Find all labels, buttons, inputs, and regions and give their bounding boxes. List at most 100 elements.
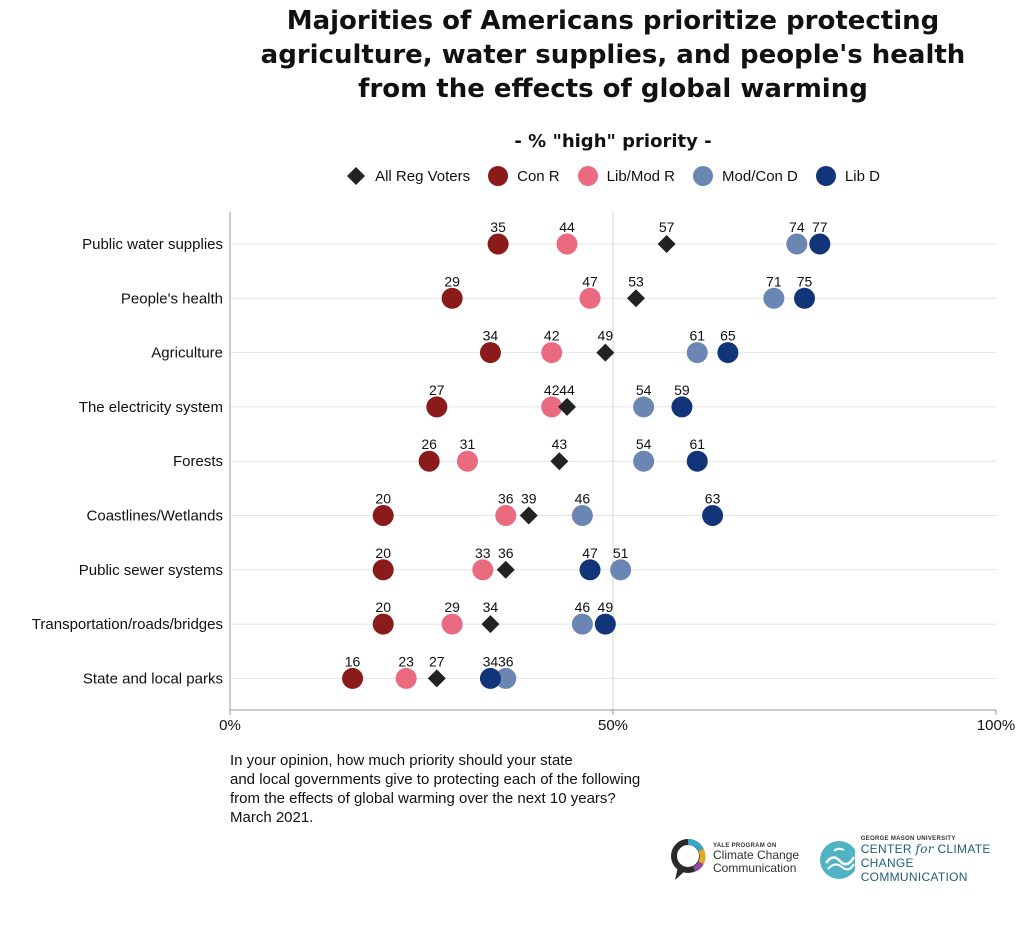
data-label-all: 39 [521, 491, 537, 507]
legend-marker-circle [815, 166, 836, 186]
point-libModR [456, 450, 478, 472]
row-label: Agriculture [151, 345, 223, 362]
point-all [626, 289, 645, 308]
yale-speech-bubble-icon [671, 839, 706, 880]
question-line: and local governments give to protecting… [230, 771, 641, 788]
data-label-all: 36 [498, 545, 514, 561]
survey-question: In your opinion, how much priority shoul… [230, 751, 690, 827]
gmu-wave-icon [820, 841, 855, 879]
point-modConD [571, 505, 593, 526]
point-modConD [571, 613, 593, 635]
legend-marker-diamond [347, 167, 366, 185]
data-label-libD: 61 [689, 436, 705, 452]
data-label-modConD: 74 [789, 219, 805, 235]
data-label-libD: 59 [674, 382, 690, 398]
data-label-conR: 27 [429, 382, 445, 398]
point-all [427, 669, 446, 688]
point-libModR [556, 233, 578, 255]
legend-label: Mod/Con D [722, 167, 798, 185]
legend-item-lib-d: Lib D [815, 166, 880, 186]
data-label-modConD: 61 [689, 328, 705, 344]
gmu-logo-line1: CENTER for CLIMATE CHANGE [861, 842, 1024, 870]
chart-legend: All Reg Voters Con R Lib/Mod R Mod/Con D… [230, 166, 996, 186]
point-libD [809, 233, 831, 255]
data-label-libD: 49 [598, 599, 614, 615]
data-label-conR: 20 [375, 491, 391, 507]
data-label-modConD: 54 [636, 382, 652, 398]
dot-plot: Public water supplies People's health Agri… [32, 212, 1015, 734]
data-label-libD: 47 [582, 545, 598, 561]
point-libModR [472, 559, 494, 581]
data-label-libModR: 42 [544, 328, 560, 344]
question-line: from the effects of global warming over … [230, 790, 616, 807]
legend-item-con-r: Con R [488, 166, 560, 186]
gmu-logo-line1-c: CLIMATE CHANGE [860, 842, 991, 870]
point-libD [794, 287, 815, 309]
point-all [496, 560, 515, 579]
x-tick-label: 0% [219, 717, 241, 734]
point-modConD [633, 396, 655, 418]
point-libD [579, 559, 601, 581]
point-modConD [610, 559, 632, 581]
legend-label: Lib/Mod R [606, 167, 676, 185]
data-label-all: 43 [552, 436, 568, 452]
point-modConD [686, 342, 708, 364]
legend-label: All Reg Voters [375, 167, 471, 185]
x-tick-label: 100% [977, 717, 1015, 734]
point-libD [702, 505, 724, 526]
data-label-all: 34 [483, 599, 499, 615]
row-label: Transportation/roads/bridges [32, 616, 223, 633]
point-libD [717, 342, 739, 364]
data-label-all: 27 [429, 653, 445, 669]
legend-item-lib-mod-r: Lib/Mod R [577, 166, 676, 186]
point-libModR [541, 396, 563, 418]
point-conR [441, 287, 463, 309]
data-label-libD: 65 [720, 328, 736, 344]
data-label-conR: 16 [345, 653, 361, 669]
gmu-logo-line1-a: CENTER [860, 842, 916, 856]
gmu-logo: GEORGE MASON UNIVERSITY CENTER for CLIMA… [818, 836, 1024, 884]
chart-title-line: from the effects of global warming [358, 74, 868, 104]
point-all [550, 452, 569, 471]
data-label-libD: 34 [483, 653, 499, 669]
point-conR [342, 667, 364, 689]
legend-item-all: All Reg Voters [346, 166, 470, 186]
point-libModR [541, 342, 563, 364]
legend-marker-circle [693, 166, 714, 186]
data-label-conR: 20 [375, 599, 391, 615]
chart-title-line: agriculture, water supplies, and people'… [260, 40, 966, 70]
data-label-libModR: 29 [444, 599, 460, 615]
point-libModR [441, 613, 463, 635]
point-modConD [786, 233, 808, 255]
legend-item-mod-con-d: Mod/Con D [693, 166, 798, 186]
point-libD [479, 667, 501, 689]
row-label: Coastlines/Wetlands [87, 508, 223, 525]
data-label-all: 49 [598, 328, 614, 344]
point-all [596, 343, 615, 362]
point-libD [671, 396, 693, 418]
data-label-modConD: 36 [498, 653, 514, 669]
point-conR [418, 450, 440, 472]
point-conR [372, 613, 394, 635]
point-libD [594, 613, 616, 635]
row-label: Public sewer systems [79, 562, 223, 579]
row-label: State and local parks [83, 670, 223, 687]
data-label-libModR: 31 [460, 436, 476, 452]
data-label-all: 44 [559, 382, 575, 398]
data-label-libD: 75 [797, 273, 813, 289]
point-modConD [763, 287, 785, 309]
data-label-libModR: 47 [582, 273, 598, 289]
data-label-modConD: 46 [575, 599, 591, 615]
point-conR [372, 505, 394, 526]
point-modConD [633, 450, 655, 472]
data-label-all: 53 [628, 273, 644, 289]
legend-label: Lib D [844, 167, 880, 185]
chart-subtitle: - % "high" priority - [514, 131, 712, 152]
data-label-conR: 20 [375, 545, 391, 561]
point-conR [487, 233, 509, 255]
gmu-logo-line1-b: for [915, 842, 934, 856]
data-label-libModR: 23 [398, 653, 414, 669]
data-label-modConD: 54 [636, 436, 652, 452]
point-conR [426, 396, 448, 418]
gmu-logo-small-text: GEORGE MASON UNIVERSITY [860, 836, 956, 842]
